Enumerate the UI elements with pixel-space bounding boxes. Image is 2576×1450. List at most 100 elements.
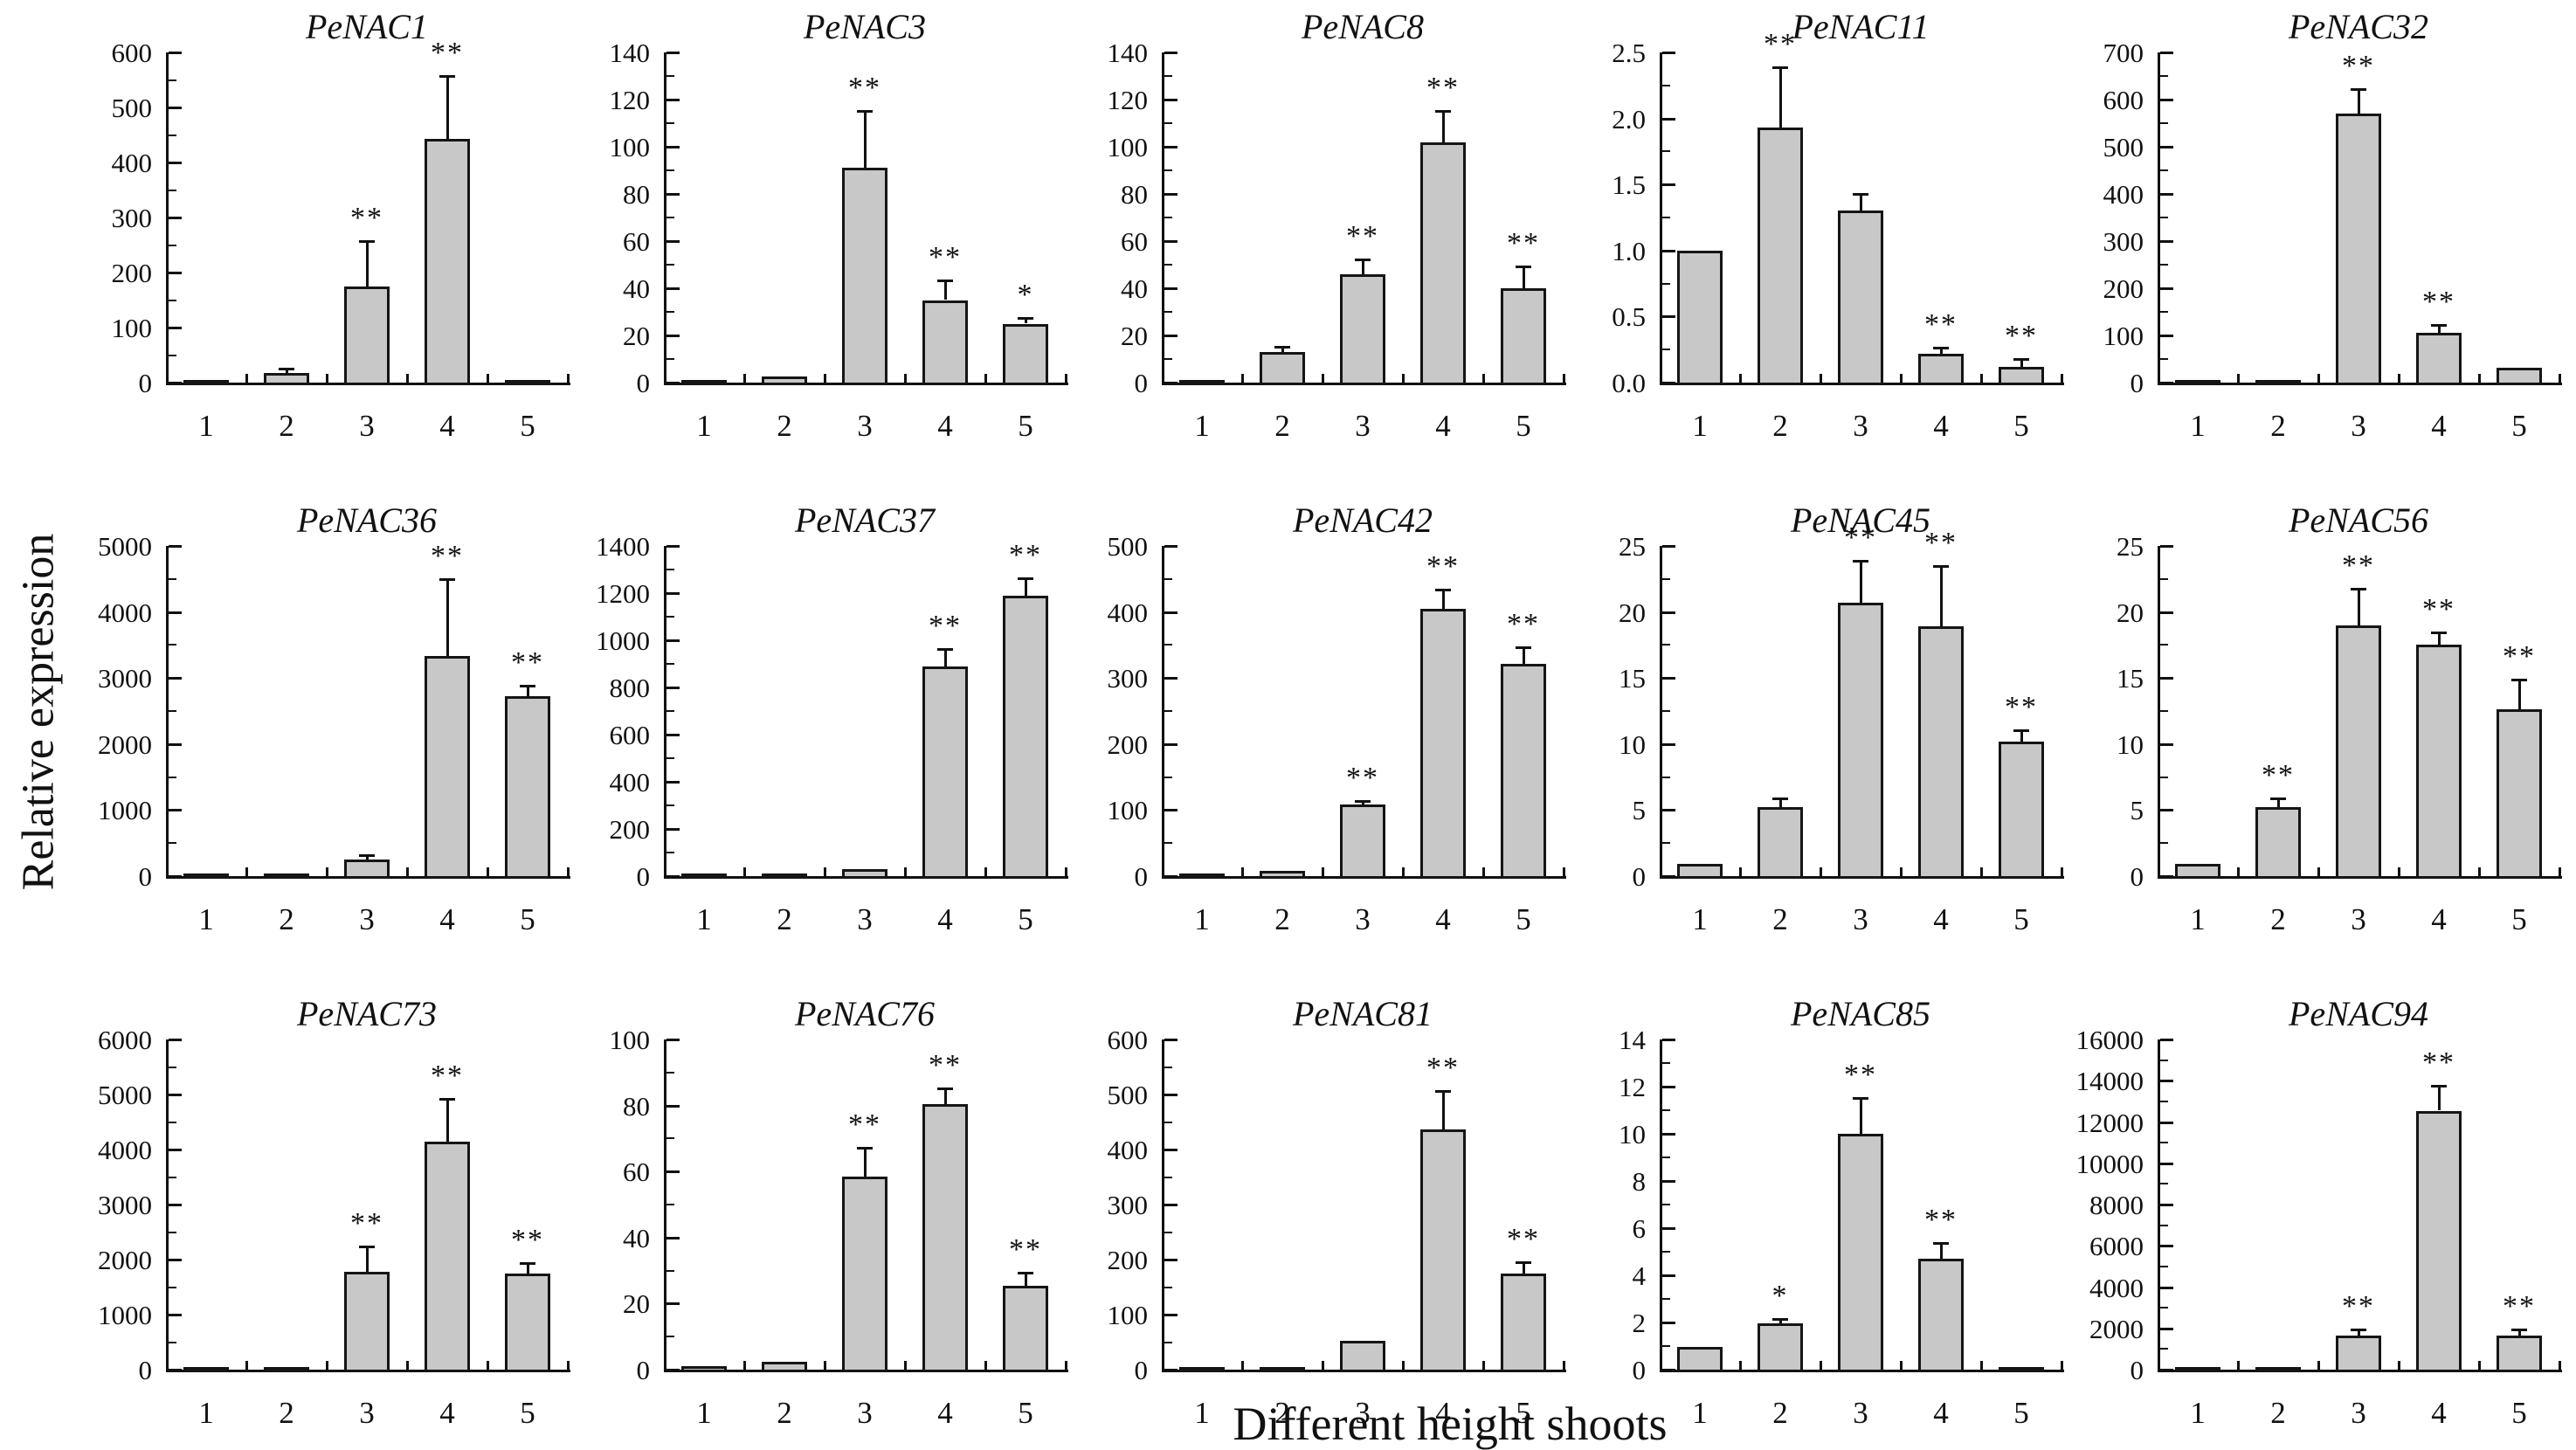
y-tick-major [666, 781, 680, 784]
y-tick-label: 400 [609, 767, 651, 798]
significance-marker: ** [2005, 320, 2038, 353]
bar-5 [1999, 366, 2044, 385]
y-tick-minor [169, 299, 176, 301]
x-tick-label: 1 [1194, 409, 1210, 443]
y-tick-minor [169, 189, 176, 191]
x-tick-label: 5 [520, 409, 535, 443]
x-tick [2237, 374, 2240, 383]
y-tick-label: 0 [1134, 861, 1149, 892]
x-tick-label: 1 [696, 902, 712, 936]
error-bar-cap [2013, 358, 2029, 362]
bar-4 [922, 666, 968, 879]
y-tick-label: 400 [1107, 1135, 1149, 1165]
x-tick-label: 5 [1018, 1396, 1033, 1430]
x-tick [2559, 1361, 2561, 1370]
y-tick-minor [1164, 1286, 1172, 1288]
y-tick-label: 25 [2117, 531, 2144, 562]
y-tick-minor [2160, 169, 2168, 171]
x-tick [487, 867, 489, 876]
y-tick-minor [1662, 349, 1670, 351]
error-bar-line [445, 77, 449, 139]
significance-marker: ** [1924, 527, 1958, 560]
error-bar-cap [1516, 646, 1531, 650]
x-tick-label: 3 [359, 409, 375, 443]
error-bar-line [1024, 578, 1027, 596]
significance-marker: ** [2422, 286, 2455, 319]
y-tick-label: 0.0 [1612, 368, 1646, 398]
x-tick [245, 867, 248, 876]
y-tick-major [666, 240, 680, 243]
x-tick [2317, 374, 2320, 383]
y-tick-major [666, 99, 680, 101]
bar-5 [1003, 595, 1048, 879]
chart-title: PeNAC85 [1791, 994, 1930, 1033]
y-tick-major [1662, 1086, 1675, 1088]
error-bar-line [365, 856, 369, 860]
error-bar-line [2517, 1330, 2521, 1336]
y-tick-minor [666, 710, 674, 712]
y-tick-label: 0 [2130, 861, 2144, 892]
x-tick-label: 1 [2190, 409, 2206, 443]
y-tick-major [666, 875, 680, 878]
y-tick-label: 0 [138, 1355, 153, 1385]
x-tick [1482, 1361, 1485, 1370]
x-tick [1820, 1361, 1822, 1370]
y-tick-major [1662, 1039, 1675, 1041]
y-tick-minor [169, 354, 176, 356]
x-tick [406, 1361, 409, 1370]
y-tick-major [1164, 99, 1178, 101]
x-tick-label: 2 [1274, 1396, 1290, 1430]
y-tick-major [169, 1094, 182, 1096]
y-tick-minor [2160, 776, 2168, 778]
y-tick-label: 2000 [2089, 1313, 2144, 1344]
bar-1 [2175, 864, 2220, 879]
chart-panel-penac36: PeNAC36 0 1000 2000 3000 4000 5000 1 2 3 ** 4 ** 5 [70, 501, 575, 990]
y-tick-major [2160, 1204, 2173, 1206]
error-bar-cap [520, 1262, 535, 1266]
x-tick [1322, 374, 1324, 383]
error-bar-cap [2351, 1329, 2366, 1332]
error-bar-cap [439, 578, 455, 582]
error-bar-line [526, 687, 529, 697]
y-tick-minor [2160, 1142, 2168, 1144]
x-tick [2559, 374, 2561, 383]
y-tick-label: 1.5 [1612, 169, 1646, 201]
x-tick [2061, 374, 2063, 383]
y-tick-major [169, 875, 182, 878]
y-tick-label: 6 [1632, 1213, 1647, 1244]
x-tick [1065, 374, 1067, 383]
x-tick-label: 2 [777, 902, 792, 936]
error-bar-line [1361, 802, 1364, 805]
y-tick-major [1164, 1039, 1178, 1041]
x-tick-label: 2 [1772, 902, 1788, 936]
y-tick-minor [1662, 1109, 1670, 1111]
y-tick-major [1662, 875, 1675, 878]
x-tick-label: 3 [857, 1396, 873, 1430]
y-tick-major [1164, 1369, 1178, 1371]
y-tick-major [169, 107, 182, 109]
x-tick [1563, 867, 1565, 876]
chart-panel-penac37: PeNAC37 0 200 400 600 800 1000 1200 1400 1 2 3 ** 4 **… [568, 501, 1073, 990]
x-tick [743, 1361, 746, 1370]
error-bar-line [1441, 1092, 1445, 1129]
bar-2 [1758, 807, 1803, 879]
y-tick-label: 5000 [98, 1080, 152, 1110]
bar-1 [1179, 873, 1225, 879]
chart-title: PeNAC42 [1293, 501, 1433, 540]
x-tick [2478, 1361, 2481, 1370]
bar-3 [344, 286, 390, 385]
significance-marker: ** [2342, 1290, 2375, 1323]
x-tick-label: 4 [439, 409, 455, 443]
significance-marker: ** [431, 37, 464, 70]
x-tick [1402, 867, 1405, 876]
y-tick-minor [2160, 75, 2168, 77]
bar-2 [1758, 128, 1803, 385]
x-tick [743, 867, 746, 876]
y-tick-minor [666, 1204, 674, 1205]
y-tick-label: 100 [111, 313, 153, 343]
chart-title: PeNAC3 [804, 7, 926, 46]
bar-1 [681, 873, 727, 879]
y-tick-major [2160, 287, 2173, 290]
y-tick-label: 800 [609, 673, 651, 703]
x-tick-label: 5 [520, 902, 535, 936]
